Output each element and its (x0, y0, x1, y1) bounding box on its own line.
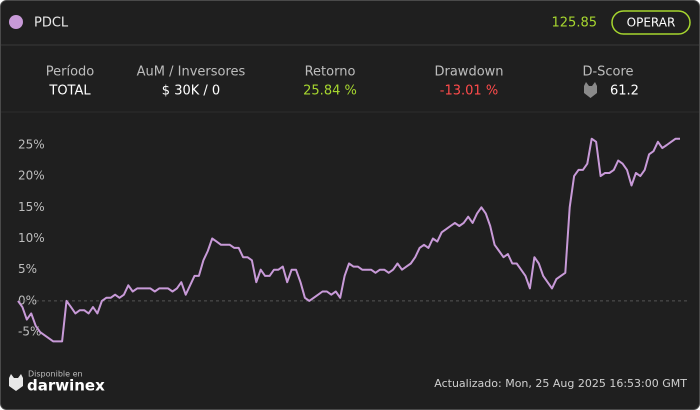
stat-label: Drawdown (434, 65, 503, 80)
stat-label: Período (46, 65, 95, 80)
button-outline[interactable] (611, 10, 691, 35)
y-tick-label: 0% (18, 293, 37, 307)
available-text: Disponible en (28, 370, 83, 379)
stat-label: AuM / Inversores (137, 65, 246, 80)
stat-value: -13.01 % (440, 84, 498, 99)
y-tick-label: 20% (18, 169, 45, 183)
line (17, 137, 680, 343)
fox-icon (584, 82, 597, 98)
logo (9, 374, 23, 391)
strategy-name: PDCL (34, 16, 69, 31)
stat-value: TOTAL (48, 84, 91, 99)
y-tick-label: 25% (18, 137, 45, 151)
stat-value: $ 30K / 0 (162, 84, 220, 99)
trade-button[interactable]: OPERAR (611, 10, 691, 35)
logo-icon (9, 374, 23, 391)
d-score-icon (584, 82, 597, 98)
y-tick-label: 10% (18, 231, 45, 245)
brand: darwinex (27, 377, 105, 395)
y-tick-label: -5% (18, 325, 41, 339)
color-dot (9, 15, 23, 29)
stat-label: D-Score (582, 65, 633, 80)
stat-value: 61.2 (610, 84, 639, 99)
y-tick-label: 5% (18, 262, 37, 276)
y-tick-label: 15% (18, 200, 45, 214)
button-label[interactable]: OPERAR (627, 16, 676, 30)
updated-text: Actualizado: Mon, 25 Aug 2025 16:53:00 G… (434, 377, 687, 390)
price: 125.85 (552, 16, 598, 31)
stat-label: Retorno (305, 65, 356, 80)
stat-value: 25.84 % (303, 84, 357, 99)
